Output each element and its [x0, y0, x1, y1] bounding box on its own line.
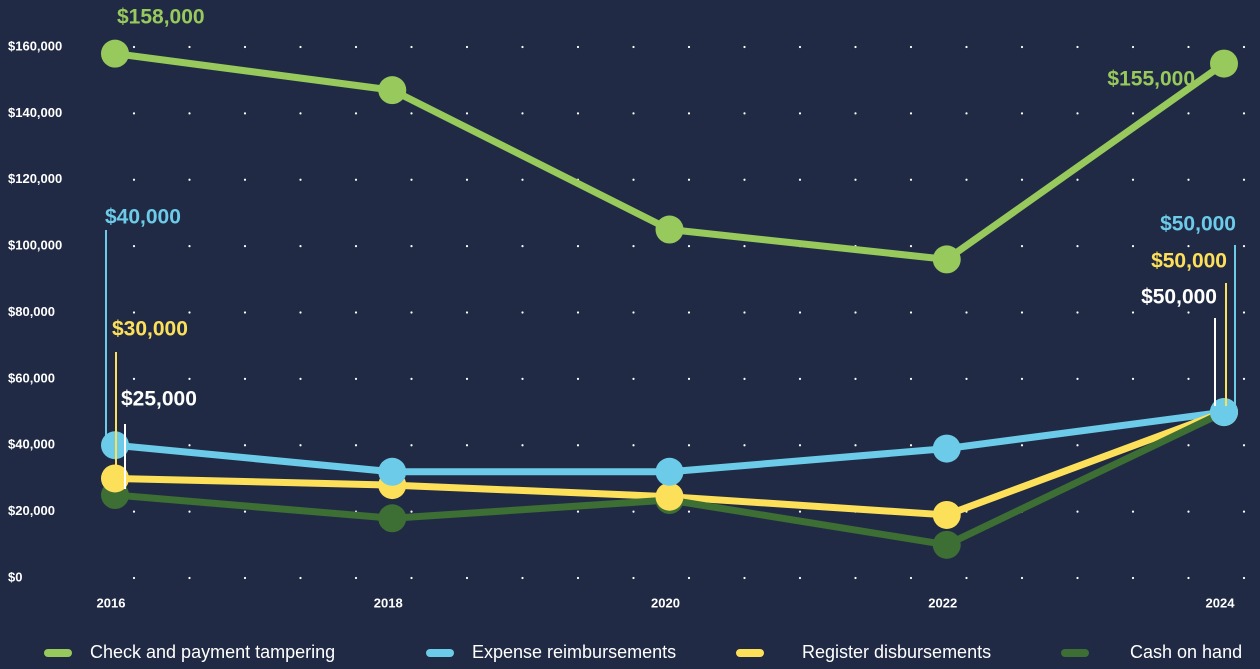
data-point [378, 76, 407, 105]
data-point [655, 482, 684, 511]
data-point [1210, 398, 1238, 427]
data-point [932, 245, 961, 274]
legend-label: Cash on hand [1130, 642, 1242, 662]
y-tick-label: $140,000 [8, 105, 62, 120]
legend-label: Check and payment tampering [90, 642, 335, 662]
y-tick-label: $0 [8, 569, 22, 584]
x-tick-label: 2020 [651, 595, 680, 610]
data-point [1210, 49, 1238, 78]
value-label: $40,000 [105, 206, 181, 229]
data-point [655, 457, 684, 486]
data-point [378, 457, 407, 486]
y-tick-label: $60,000 [8, 370, 55, 385]
x-tick-label: 2024 [1206, 595, 1236, 610]
x-tick-label: 2016 [97, 595, 126, 610]
data-point [932, 530, 961, 559]
x-tick-label: 2018 [374, 595, 403, 610]
y-tick-label: $20,000 [8, 503, 55, 518]
data-point [655, 215, 684, 244]
value-label: $30,000 [112, 318, 188, 341]
x-tick-label: 2022 [928, 595, 957, 610]
value-label: $25,000 [121, 388, 197, 411]
y-tick-label: $80,000 [8, 304, 55, 319]
value-label: $50,000 [1141, 286, 1217, 309]
value-label: $155,000 [1107, 68, 1195, 91]
data-point [932, 500, 961, 529]
value-label: $158,000 [117, 6, 205, 29]
value-label: $50,000 [1151, 250, 1227, 273]
legend-label: Register disbursements [802, 642, 991, 662]
legend-label: Expense reimbursements [472, 642, 676, 662]
data-point [101, 464, 129, 493]
data-point [932, 434, 961, 463]
data-point [101, 39, 129, 68]
y-tick-label: $40,000 [8, 437, 55, 452]
y-tick-label: $100,000 [8, 238, 62, 253]
y-tick-label: $160,000 [8, 38, 62, 53]
value-label: $50,000 [1160, 213, 1236, 236]
y-tick-label: $120,000 [8, 171, 62, 186]
data-point [378, 504, 407, 533]
